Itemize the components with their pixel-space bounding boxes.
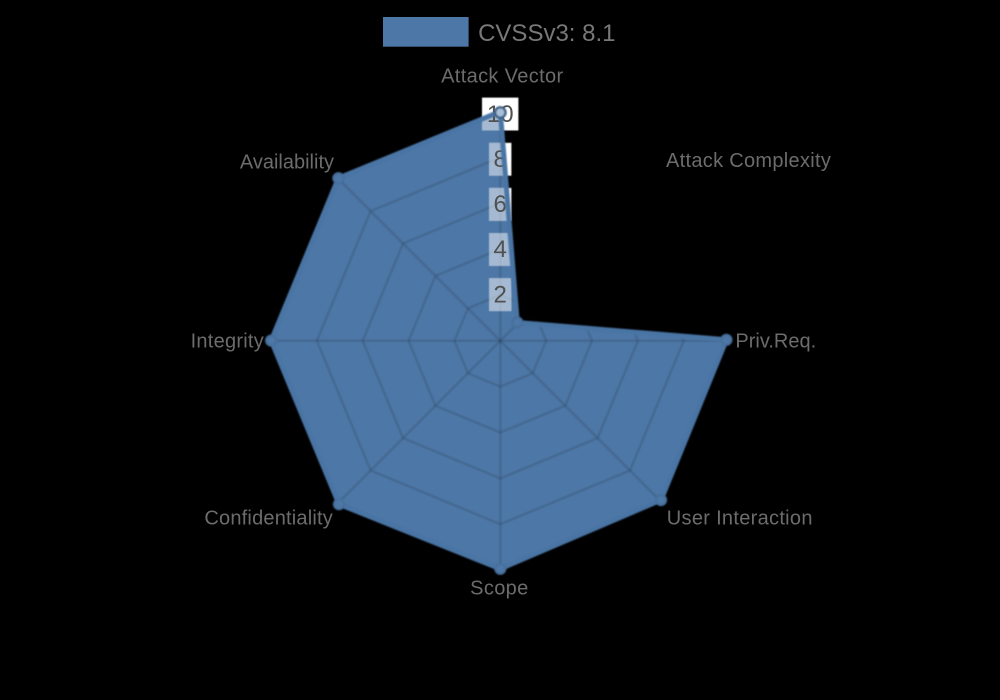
svg-text:User Interaction: User Interaction bbox=[667, 508, 813, 530]
svg-text:Attack Vector: Attack Vector bbox=[441, 66, 563, 88]
svg-text:Attack Complexity: Attack Complexity bbox=[666, 150, 831, 172]
svg-text:Confidentiality: Confidentiality bbox=[204, 508, 333, 530]
svg-text:6: 6 bbox=[494, 191, 507, 218]
svg-text:Availability: Availability bbox=[240, 152, 334, 174]
svg-text:Integrity: Integrity bbox=[191, 331, 264, 353]
svg-text:Scope: Scope bbox=[470, 577, 528, 599]
svg-text:4: 4 bbox=[494, 236, 507, 263]
svg-text:CVSSv3: 8.1: CVSSv3: 8.1 bbox=[478, 20, 615, 47]
svg-text:2: 2 bbox=[494, 281, 507, 308]
svg-text:Priv.Req.: Priv.Req. bbox=[735, 330, 816, 352]
